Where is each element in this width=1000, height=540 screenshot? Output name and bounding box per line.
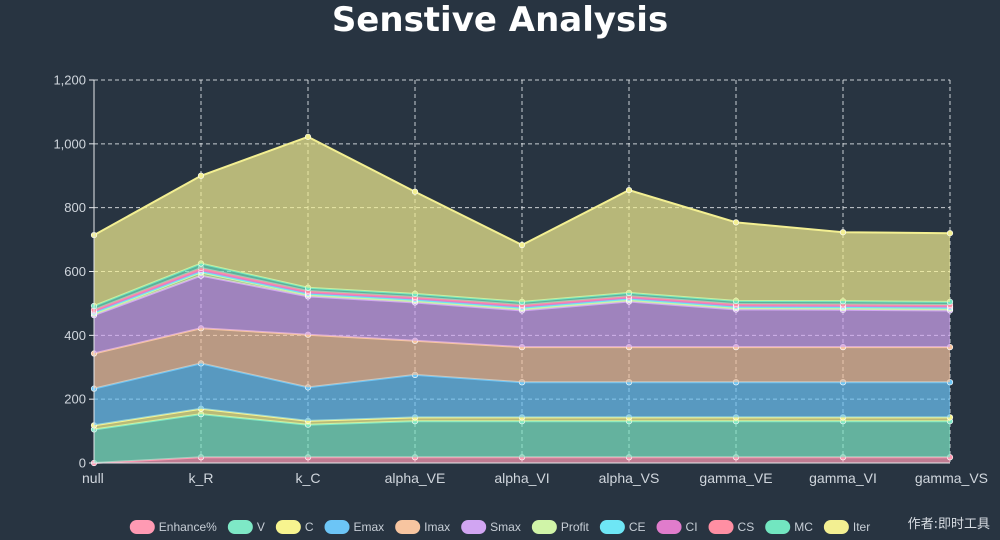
legend-item-Profit[interactable]: Profit xyxy=(531,520,590,534)
x-tick-label-k_R: k_R xyxy=(189,470,214,486)
legend-label-Emax: Emax xyxy=(354,520,385,534)
legend-item-C[interactable]: C xyxy=(275,520,314,534)
legend-item-MC[interactable]: MC xyxy=(765,520,813,534)
data-point-Iter-k_R xyxy=(197,172,205,179)
legend-swatch-C xyxy=(275,520,301,534)
legend-item-CS[interactable]: CS xyxy=(708,520,755,534)
x-tick-label-alpha_VI: alpha_VI xyxy=(494,470,549,486)
x-tick-label-null: null xyxy=(82,470,104,486)
y-tick-label-5: 1,000 xyxy=(53,136,86,151)
series-area-Emax xyxy=(94,363,950,426)
legend-label-V: V xyxy=(257,520,265,534)
legend-item-CE[interactable]: CE xyxy=(599,520,646,534)
legend-label-C: C xyxy=(305,520,314,534)
data-point-Iter-alpha_VE xyxy=(411,188,419,195)
data-point-Iter-gamma_VS xyxy=(946,230,954,237)
data-point-Iter-alpha_VS xyxy=(625,187,633,194)
y-tick-label-6: 1,200 xyxy=(53,73,86,88)
legend-swatch-Imax xyxy=(395,520,421,534)
legend-item-Emax[interactable]: Emax xyxy=(324,520,385,534)
x-tick-label-k_C: k_C xyxy=(296,470,321,486)
legend-item-V[interactable]: V xyxy=(227,520,265,534)
legend-swatch-CS xyxy=(708,520,734,534)
legend-label-CI: CI xyxy=(686,520,698,534)
data-point-Iter-gamma_VI xyxy=(839,229,847,236)
data-point-Iter-alpha_VI xyxy=(518,241,526,249)
data-point-Iter-k_C xyxy=(304,133,312,140)
legend: Enhance% V C Emax Imax Smax Profit CE CI CS MC Iter xyxy=(129,520,870,534)
legend-item-Enhance%[interactable]: Enhance% xyxy=(129,520,217,534)
x-tick-label-alpha_VS: alpha_VS xyxy=(599,470,660,486)
legend-swatch-Iter xyxy=(823,520,849,534)
series-area-Iter xyxy=(94,136,950,306)
y-tick-label-0: 0 xyxy=(79,456,86,471)
legend-label-Enhance%: Enhance% xyxy=(159,520,217,534)
legend-swatch-V xyxy=(227,520,253,534)
author-note: 作者:即时工具 xyxy=(907,517,990,532)
legend-swatch-Emax xyxy=(324,520,350,534)
legend-label-CS: CS xyxy=(738,520,755,534)
legend-swatch-Profit xyxy=(531,520,557,534)
legend-label-Iter: Iter xyxy=(853,520,870,534)
legend-label-Imax: Imax xyxy=(424,520,450,534)
y-tick-label-2: 400 xyxy=(64,328,86,343)
legend-item-Imax[interactable]: Imax xyxy=(395,520,450,534)
x-tick-label-gamma_VE: gamma_VE xyxy=(699,470,772,486)
legend-swatch-CE xyxy=(599,520,625,534)
axes: 0 200 400 600 800 1,000 1,200 null k_R k_C alpha_V… xyxy=(53,73,988,487)
y-tick-label-4: 800 xyxy=(64,200,86,215)
series-area-Smax xyxy=(94,275,950,354)
legend-label-CE: CE xyxy=(629,520,646,534)
legend-label-MC: MC xyxy=(794,520,813,534)
series-layer xyxy=(90,133,954,467)
x-tick-label-gamma_VS: gamma_VS xyxy=(915,470,988,486)
legend-item-Smax[interactable]: Smax xyxy=(461,520,521,534)
chart-title: Senstive Analysis xyxy=(331,0,669,40)
data-point-Iter-gamma_VE xyxy=(732,219,740,226)
legend-item-CI[interactable]: CI xyxy=(656,520,698,534)
series-area-Imax xyxy=(94,328,950,389)
legend-label-Profit: Profit xyxy=(561,520,590,534)
x-tick-label-alpha_VE: alpha_VE xyxy=(385,470,446,486)
legend-swatch-Smax xyxy=(461,520,487,534)
legend-swatch-Enhance% xyxy=(129,520,155,534)
y-tick-label-1: 200 xyxy=(64,392,86,407)
legend-item-Iter[interactable]: Iter xyxy=(823,520,870,534)
y-tick-label-3: 600 xyxy=(64,264,86,279)
legend-swatch-CI xyxy=(656,520,682,534)
legend-swatch-MC xyxy=(765,520,791,534)
legend-label-Smax: Smax xyxy=(490,520,521,534)
x-tick-label-gamma_VI: gamma_VI xyxy=(809,470,877,486)
